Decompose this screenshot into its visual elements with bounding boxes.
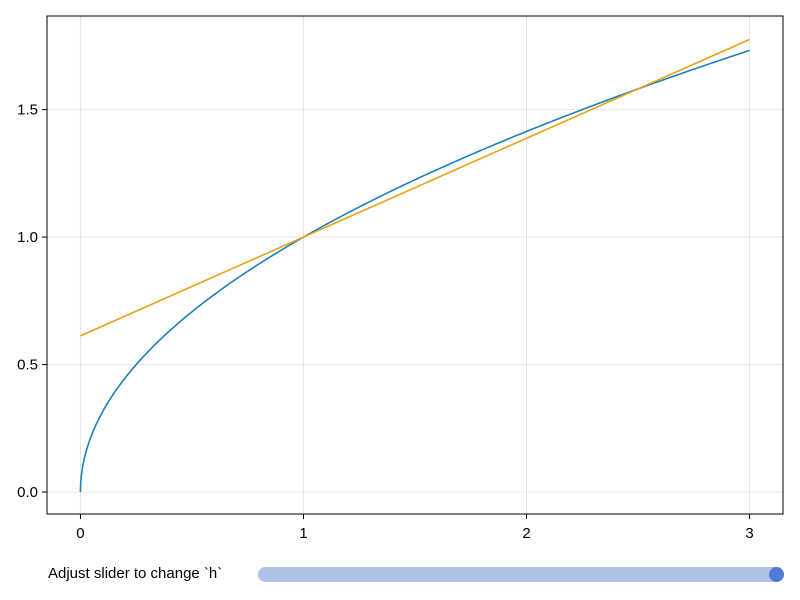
y-tick-label: 1.0 [17,229,38,246]
h-slider[interactable] [258,567,784,582]
secant-line [80,38,750,337]
y-tick-label: 1.5 [17,102,38,119]
x-tick-label: 3 [745,525,753,542]
y-tick-label: 0.0 [17,484,38,501]
axes-frame [46,15,784,515]
plot-area: 0 1 2 3 0.0 0.5 1.0 1.5 [17,15,784,542]
x-tick-label: 1 [299,525,307,542]
sqrt-curve [79,49,750,493]
y-tick-label: 0.5 [17,357,38,374]
x-tick-label: 0 [76,525,84,542]
x-tick-label: 2 [522,525,530,542]
slider-label: Adjust slider to change `h` [48,565,223,582]
slider-knob[interactable] [769,567,784,582]
